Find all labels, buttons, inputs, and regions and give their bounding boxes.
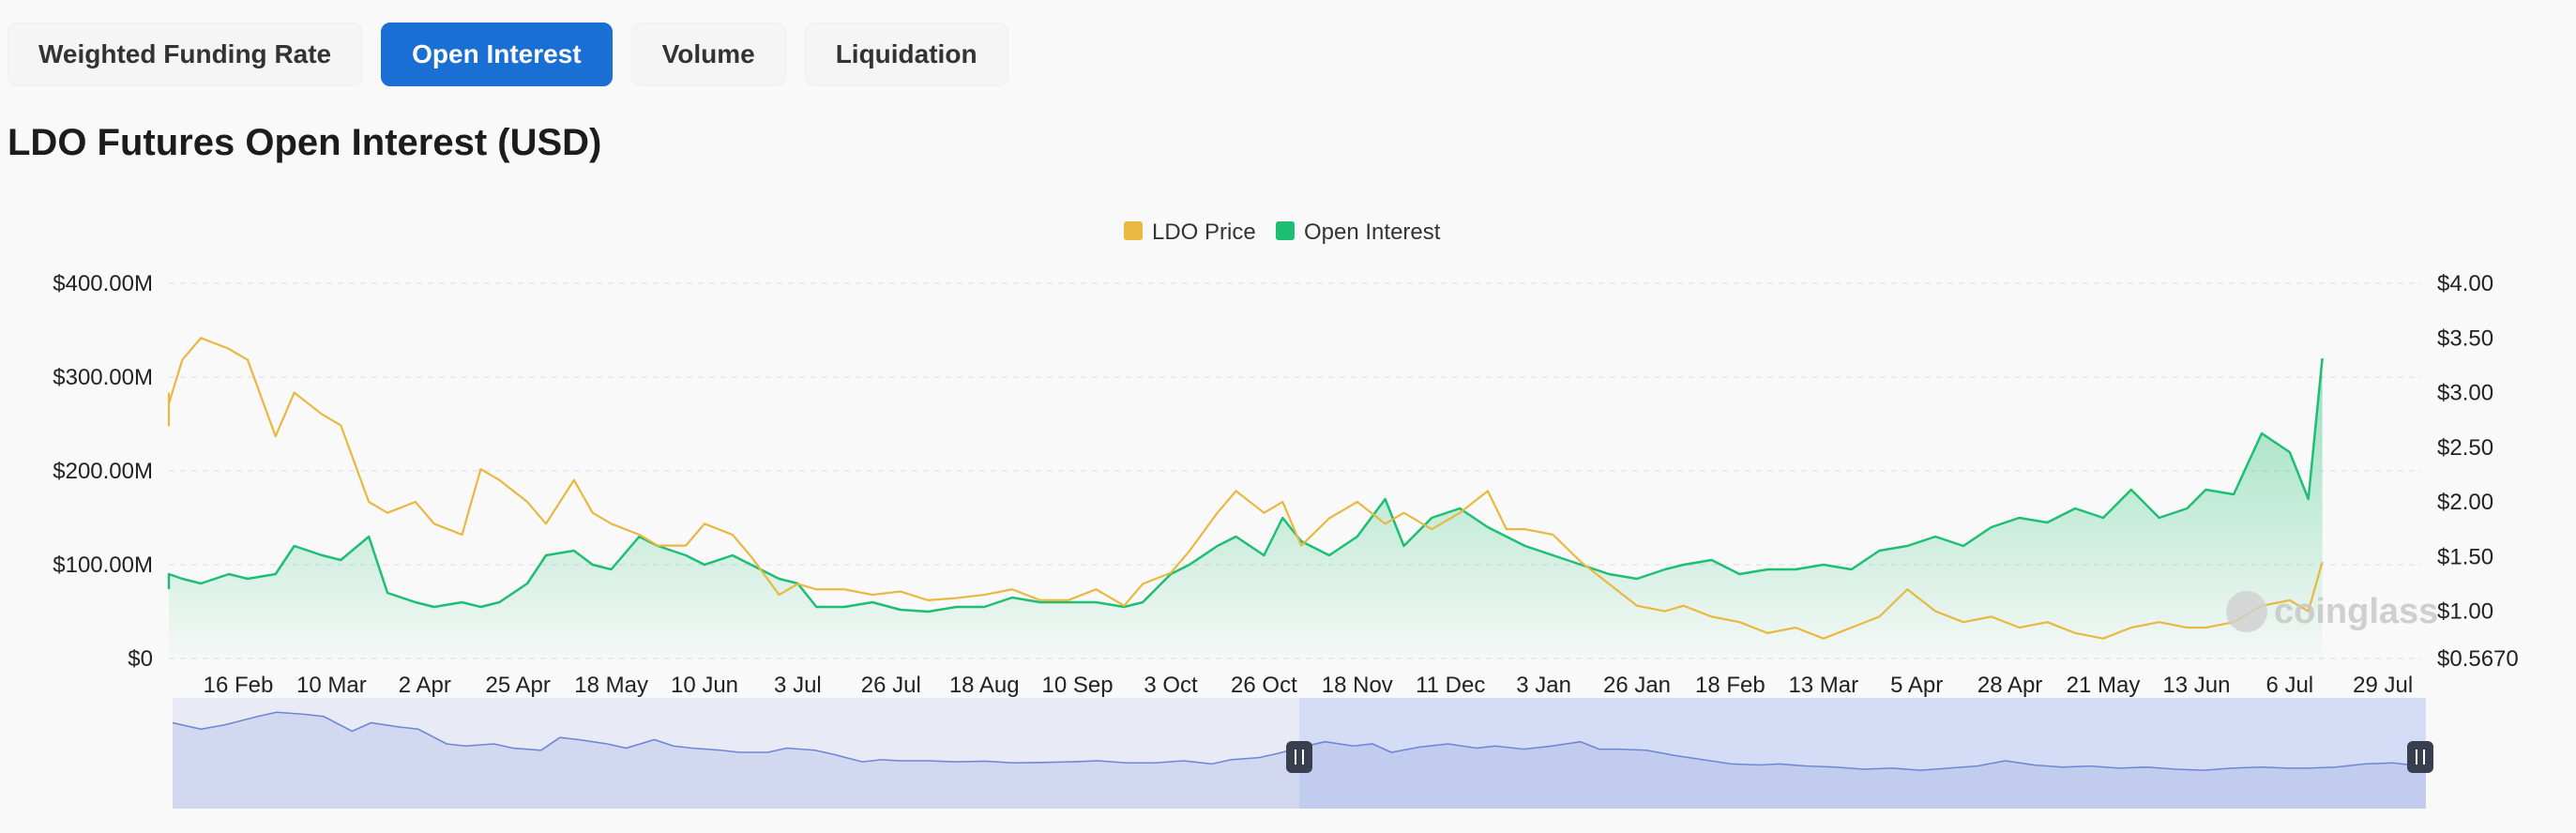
legend-swatch-oi[interactable]	[1276, 221, 1295, 240]
x-tick-label: 26 Jan	[1603, 673, 1671, 698]
x-tick-label: 6 Jul	[2265, 673, 2313, 698]
y-left-tick-label: $400.00M	[53, 271, 153, 296]
y-right-tick-label: $1.50	[2437, 544, 2493, 569]
ldo-price-line[interactable]	[167, 337, 2324, 640]
tab-open-interest[interactable]: Open Interest	[381, 23, 613, 86]
x-tick-label: 18 Aug	[949, 673, 1020, 698]
x-tick-label: 18 Nov	[1322, 673, 1393, 698]
x-tick-label: 28 Apr	[1977, 673, 2042, 698]
legend-label-oi[interactable]: Open Interest	[1304, 220, 1441, 245]
y-left-tick-label: $200.00M	[53, 459, 153, 484]
y-right-tick-label: $2.50	[2437, 435, 2493, 461]
navigator-handle-left[interactable]	[1286, 741, 1312, 773]
y-left-tick-label: $100.00M	[53, 553, 153, 578]
x-tick-label: 26 Oct	[1231, 673, 1297, 698]
x-tick-label: 10 Mar	[296, 673, 367, 698]
x-tick-label: 16 Feb	[204, 673, 274, 698]
y-right-tick-label: $3.00	[2437, 381, 2493, 406]
x-tick-label: 2 Apr	[399, 673, 451, 698]
chart-legend: LDO Price Open Interest	[1124, 220, 1441, 245]
coinglass-watermark: coinglass	[2226, 591, 2438, 632]
x-tick-label: 3 Jul	[774, 673, 822, 698]
x-tick-label: 13 Jun	[2162, 673, 2230, 698]
x-tick-label: 25 Apr	[486, 673, 551, 698]
x-tick-label: 3 Jan	[1516, 673, 1571, 698]
x-tick-label: 18 May	[574, 673, 648, 698]
watermark-text: coinglass	[2274, 592, 2438, 631]
open-interest-area	[169, 358, 2323, 659]
x-tick-label: 3 Oct	[1144, 673, 1198, 698]
y-right-tick-label: $2.00	[2437, 490, 2493, 515]
coinglass-logo-icon	[2226, 591, 2267, 632]
y-right-tick-label: $4.00	[2437, 271, 2493, 296]
navigator-handle-right[interactable]	[2407, 741, 2433, 773]
x-tick-label: 21 May	[2067, 673, 2141, 698]
y-right-tick-label: $3.50	[2437, 326, 2493, 351]
legend-swatch-price[interactable]	[1124, 221, 1143, 240]
navigator-selection[interactable]	[1299, 698, 2426, 809]
y-right-tick-label: $0.5670	[2437, 646, 2519, 672]
page-title: LDO Futures Open Interest (USD)	[8, 122, 602, 163]
y-left-tick-label: $300.00M	[53, 365, 153, 390]
range-navigator[interactable]	[172, 698, 2433, 809]
x-tick-label: 11 Dec	[1416, 673, 1485, 698]
x-tick-label: 29 Jul	[2353, 673, 2413, 698]
tab-bar: Weighted Funding Rate Open Interest Volu…	[8, 23, 1008, 86]
y-right-tick-label: $1.00	[2437, 599, 2493, 625]
tab-volume[interactable]: Volume	[630, 23, 786, 86]
open-interest-line[interactable]	[167, 357, 2324, 613]
x-tick-label: 13 Mar	[1788, 673, 1858, 698]
tab-liquidation[interactable]: Liquidation	[804, 23, 1008, 86]
legend-label-price[interactable]: LDO Price	[1152, 220, 1256, 245]
x-tick-label: 26 Jul	[861, 673, 921, 698]
x-tick-label: 5 Apr	[1890, 673, 1943, 698]
x-tick-label: 10 Sep	[1042, 673, 1114, 698]
x-tick-label: 18 Feb	[1695, 673, 1765, 698]
x-tick-label: 10 Jun	[671, 673, 738, 698]
tab-weighted-funding-rate[interactable]: Weighted Funding Rate	[8, 23, 363, 86]
y-left-tick-label: $0	[128, 646, 153, 672]
navigator-line	[172, 711, 2427, 771]
